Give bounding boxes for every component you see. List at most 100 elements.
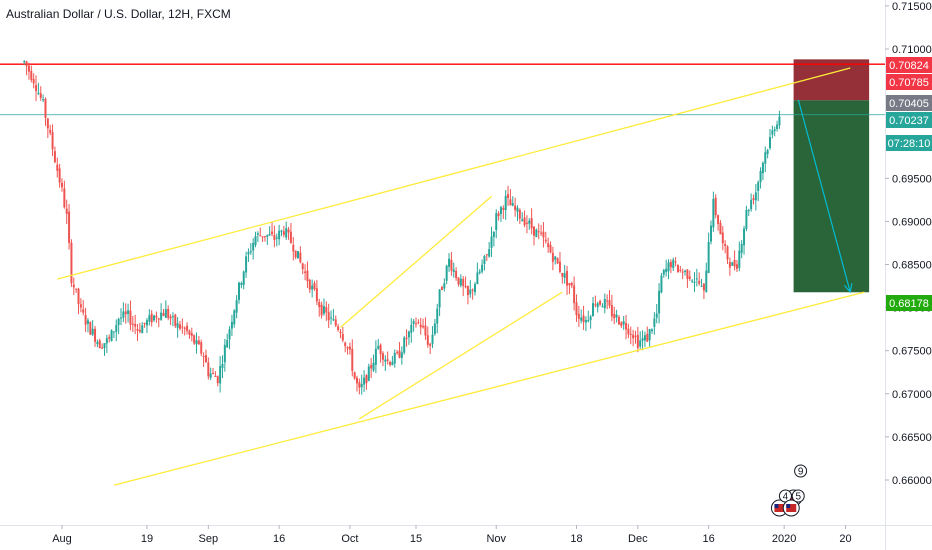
candle-down: [301, 263, 304, 270]
candle-down: [207, 362, 210, 377]
price-label-text: 0.70785: [889, 77, 929, 89]
candle-up: [268, 234, 271, 236]
candle-down: [426, 335, 429, 345]
candle-down: [681, 271, 684, 273]
price-label-text: 0.70237: [889, 115, 929, 127]
candle-down: [68, 211, 71, 243]
candle-down: [485, 254, 488, 256]
candle-up: [245, 256, 248, 273]
candle-down: [608, 300, 611, 306]
candle-up: [504, 195, 507, 211]
candle-down: [353, 372, 356, 379]
price-label-box: [886, 295, 932, 311]
candle-down: [518, 209, 521, 219]
candle-down: [294, 250, 297, 258]
candle-up: [407, 331, 410, 338]
candle-down: [577, 313, 580, 319]
candle-down: [537, 231, 540, 233]
candle-up: [42, 99, 45, 101]
candle-up: [707, 241, 710, 274]
candle-down: [162, 313, 165, 316]
candle-up: [372, 362, 375, 371]
candle-up: [164, 309, 167, 318]
candle-down: [702, 283, 705, 291]
candle-down: [263, 236, 266, 238]
y-tick-label: 0.66000: [892, 475, 932, 487]
candle-up: [171, 316, 174, 318]
candle-down: [674, 261, 677, 263]
event-count-label: 4: [783, 492, 789, 503]
candle-up: [658, 290, 661, 314]
candle-down: [259, 235, 262, 237]
candle-up: [377, 345, 380, 349]
candle-down: [549, 245, 552, 253]
candle-up: [297, 251, 299, 259]
candle-down: [669, 261, 672, 268]
candle-down: [30, 70, 33, 80]
candle-down: [320, 304, 323, 316]
price-label-text: 0.70824: [889, 60, 929, 72]
candle-up: [391, 362, 394, 366]
candle-up: [393, 353, 396, 364]
candle-down: [124, 311, 127, 315]
candle-down: [327, 312, 330, 321]
candle-down: [509, 199, 512, 206]
candle-down: [365, 375, 368, 384]
candle-up: [360, 384, 363, 388]
candle-down: [61, 182, 63, 188]
candle-down: [726, 246, 729, 260]
candle-up: [695, 278, 698, 280]
candle-down: [717, 215, 720, 224]
candle-up: [278, 230, 281, 240]
candle-up: [643, 335, 646, 341]
candle-down: [89, 322, 92, 335]
candle-up: [332, 319, 335, 321]
candle-down: [325, 307, 328, 313]
candle-down: [714, 197, 717, 216]
candle-down: [44, 98, 47, 118]
candle-down: [551, 252, 554, 262]
candle-down: [193, 335, 196, 344]
candle-down: [502, 207, 505, 210]
candle-down: [381, 353, 384, 360]
candle-down: [525, 222, 528, 224]
candle-up: [672, 259, 675, 269]
candle-up: [266, 234, 269, 237]
candle-down: [214, 375, 217, 377]
candle-down: [58, 168, 61, 183]
candle-up: [249, 251, 252, 253]
candle-down: [289, 231, 292, 243]
candle-down: [35, 84, 38, 92]
x-tick-label: Dec: [628, 533, 648, 545]
candle-up: [603, 298, 606, 309]
candle-down: [561, 272, 564, 277]
candle-up: [238, 282, 240, 301]
candle-up: [601, 306, 604, 308]
candle-down: [514, 205, 517, 211]
candle-up: [587, 319, 590, 321]
candle-down: [169, 316, 172, 319]
candle-up: [148, 315, 151, 322]
candle-down: [358, 382, 361, 388]
candle-down: [676, 264, 679, 273]
candle-up: [738, 250, 741, 268]
candle-down: [620, 322, 623, 326]
candle-up: [153, 315, 156, 321]
candle-down: [719, 222, 722, 235]
candle-up: [769, 137, 771, 148]
candle-up: [693, 281, 696, 283]
candle-up: [122, 311, 125, 318]
candle-up: [443, 283, 446, 289]
candle-up: [490, 236, 493, 248]
candle-down: [688, 276, 691, 279]
candle-down: [617, 316, 620, 325]
price-label-box: [886, 74, 932, 90]
inner-channel-lower-line: [359, 291, 563, 420]
candle-up: [764, 152, 767, 164]
candle-up: [233, 310, 236, 325]
candle-down: [356, 377, 358, 384]
candle-down: [733, 260, 736, 267]
countdown-label: 07:28:10: [888, 138, 931, 150]
candle-down: [558, 261, 561, 272]
candle-down: [32, 79, 35, 84]
